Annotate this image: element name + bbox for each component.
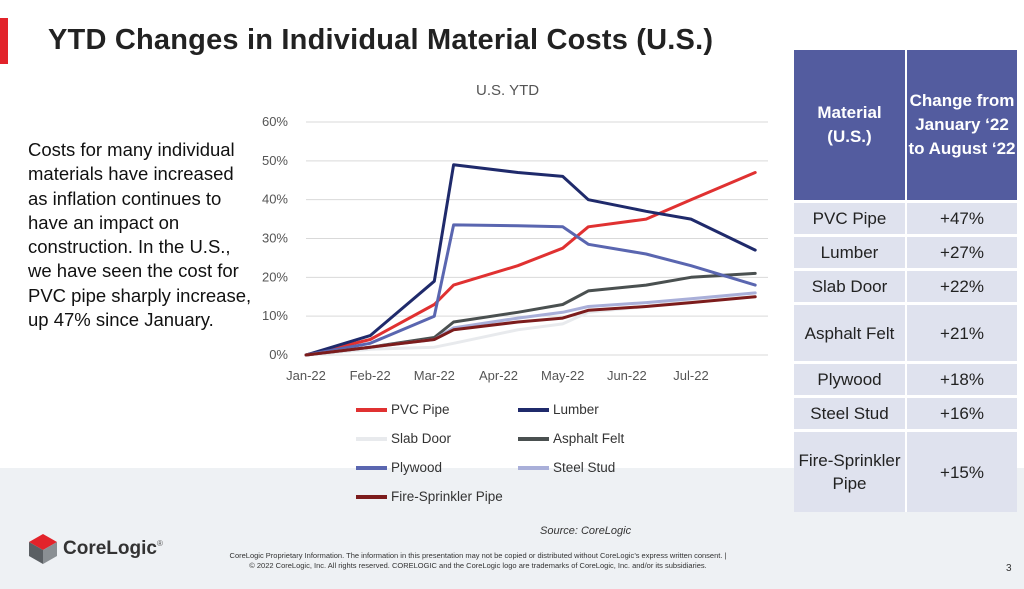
- line-chart: 0% 10% 20% 30% 40% 50% 60% Jan-22 Feb-22 Mar-22 Ap…: [262, 114, 768, 383]
- material-name: Plywood: [794, 364, 905, 395]
- series-line: [304, 223, 757, 357]
- y-tick-label: 30%: [262, 231, 288, 246]
- table-row: Asphalt Felt +21%: [794, 305, 1017, 361]
- slide-title: YTD Changes in Individual Material Costs…: [48, 24, 714, 56]
- legend-swatch: [356, 436, 387, 441]
- table-row: PVC Pipe +47%: [794, 203, 1017, 234]
- legend-swatch: [518, 465, 549, 470]
- series-line: [304, 295, 757, 357]
- legend-label: PVC Pipe: [391, 402, 450, 417]
- header-material: Material (U.S.): [794, 50, 905, 200]
- legend-label: Lumber: [553, 402, 599, 417]
- series-line: [304, 163, 757, 357]
- legend-swatch: [356, 494, 387, 499]
- x-tick-label: Jan-22: [286, 368, 326, 383]
- source-note: Source: CoreLogic: [540, 525, 632, 537]
- legend-label: Steel Stud: [553, 460, 616, 475]
- material-name: Fire-Sprinkler Pipe: [794, 432, 905, 512]
- x-tick-label: Feb-22: [350, 368, 391, 383]
- corelogic-logo: CoreLogic ®: [28, 533, 163, 565]
- x-tick-label: Mar-22: [414, 368, 455, 383]
- legend-item: Asphalt Felt: [518, 431, 624, 446]
- footer-disclaimer: CoreLogic Proprietary Information. The i…: [229, 551, 727, 570]
- material-name: Asphalt Felt: [794, 305, 905, 361]
- material-name: Slab Door: [794, 271, 905, 302]
- legend-label: Slab Door: [391, 431, 452, 446]
- material-change: +16%: [905, 398, 1017, 429]
- x-tick-label: Jul-22: [673, 368, 708, 383]
- material-change: +47%: [905, 203, 1017, 234]
- table-row: Fire-Sprinkler Pipe +15%: [794, 432, 1017, 512]
- x-tick-label: Apr-22: [479, 368, 518, 383]
- legend-item: Plywood: [356, 460, 442, 475]
- y-tick-label: 60%: [262, 114, 288, 129]
- accent-bar: [0, 18, 8, 64]
- table-row: Plywood +18%: [794, 364, 1017, 395]
- y-tick-label: 10%: [262, 308, 288, 323]
- legend-item: Fire-Sprinkler Pipe: [356, 489, 503, 504]
- legend-swatch: [356, 407, 387, 412]
- material-change: +21%: [905, 305, 1017, 361]
- page-number: 3: [1006, 563, 1012, 574]
- legend-item: Lumber: [518, 402, 599, 417]
- material-change: +27%: [905, 237, 1017, 268]
- legend-label: Plywood: [391, 460, 443, 475]
- legend-swatch: [518, 436, 549, 441]
- material-name: Steel Stud: [794, 398, 905, 429]
- table-row: Steel Stud +16%: [794, 398, 1017, 429]
- series-line: [304, 171, 757, 357]
- material-name: Lumber: [794, 237, 905, 268]
- chart-title: U.S. YTD: [476, 82, 540, 99]
- logo-text: CoreLogic: [63, 538, 157, 559]
- logo-registered: ®: [156, 539, 163, 548]
- material-table: Material (U.S.) Change from January ‘22 …: [794, 47, 1017, 515]
- legend-label: Asphalt Felt: [553, 431, 625, 446]
- body-text: Costs for many individual materials have…: [28, 139, 252, 331]
- material-change: +18%: [905, 364, 1017, 395]
- y-tick-label: 40%: [262, 192, 288, 207]
- legend-item: Steel Stud: [518, 460, 615, 475]
- y-tick-label: 50%: [262, 153, 288, 168]
- x-tick-label: May-22: [541, 368, 584, 383]
- table-row: Slab Door +22%: [794, 271, 1017, 302]
- material-change: +15%: [905, 432, 1017, 512]
- legend-item: Slab Door: [356, 431, 451, 446]
- material-change: +22%: [905, 271, 1017, 302]
- logo-cube-icon: [29, 534, 57, 564]
- legend-swatch: [518, 407, 549, 412]
- material-name: PVC Pipe: [794, 203, 905, 234]
- y-tick-label: 0%: [269, 347, 288, 362]
- legend-item: PVC Pipe: [356, 402, 450, 417]
- x-tick-label: Jun-22: [607, 368, 647, 383]
- legend-swatch: [356, 465, 387, 470]
- y-tick-label: 20%: [262, 269, 288, 284]
- header-change: Change from January ‘22 to August ‘22: [905, 50, 1017, 200]
- table-row: Lumber +27%: [794, 237, 1017, 268]
- legend-label: Fire-Sprinkler Pipe: [391, 489, 503, 504]
